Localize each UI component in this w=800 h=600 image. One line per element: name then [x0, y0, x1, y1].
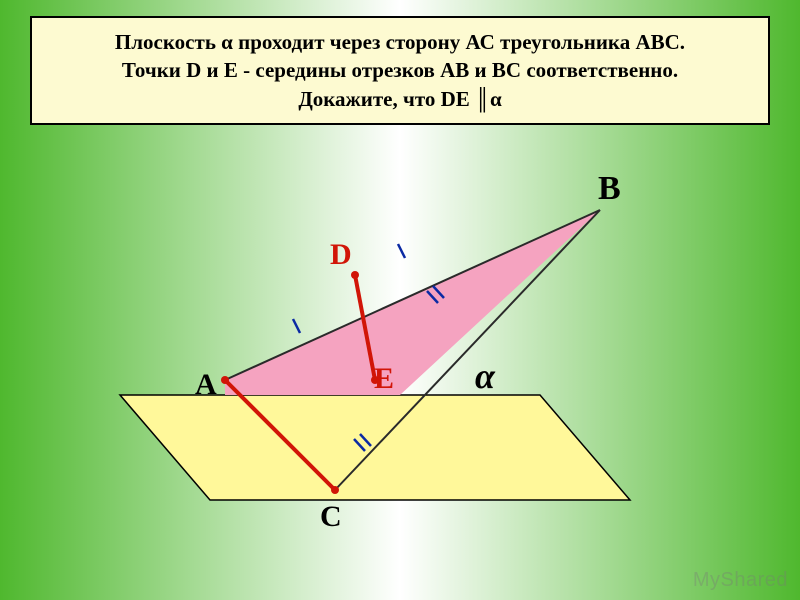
point-d: [351, 271, 359, 279]
triangle-upper-fill: [225, 210, 600, 395]
point-a: [221, 376, 229, 384]
label-b: В: [598, 170, 621, 208]
label-a: А: [195, 368, 217, 402]
geometry-diagram: [0, 0, 800, 600]
label-alpha: α: [475, 355, 495, 397]
label-e: E: [374, 362, 394, 396]
tick-ad: [293, 319, 300, 333]
label-c: С: [320, 500, 342, 534]
watermark: MyShared: [693, 569, 788, 592]
label-d: D: [330, 238, 352, 272]
point-c: [331, 486, 339, 494]
tick-db: [398, 244, 405, 258]
